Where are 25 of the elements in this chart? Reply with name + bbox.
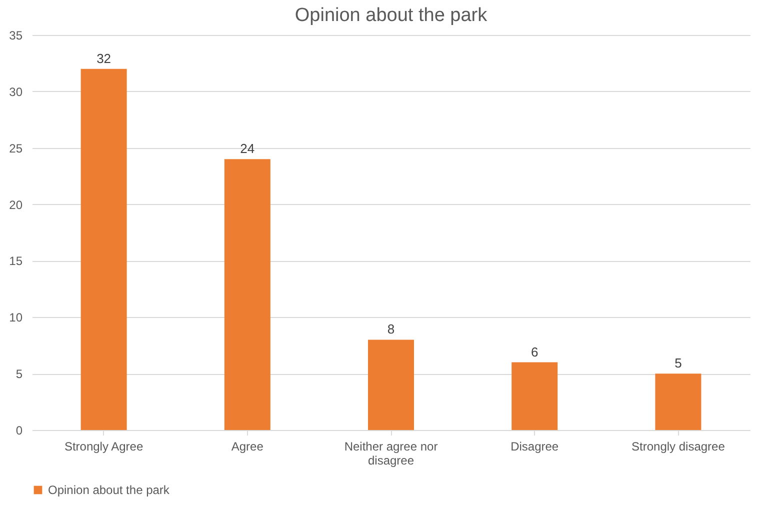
y-tick-label: 35 <box>9 28 23 42</box>
bar <box>655 374 702 430</box>
y-tick-label: 25 <box>9 141 23 156</box>
legend-label: Opinion about the park <box>48 483 170 497</box>
y-tick-label: 15 <box>9 254 23 268</box>
chart-title: Opinion about the park <box>294 5 488 26</box>
data-label: 6 <box>530 344 538 360</box>
bar <box>368 340 414 430</box>
y-tick-label: 20 <box>9 198 23 212</box>
y-tick-label: 5 <box>16 367 23 382</box>
y-tick-label: 30 <box>9 84 23 99</box>
data-label: 8 <box>387 322 395 337</box>
data-label: 32 <box>96 50 112 66</box>
x-tick-label: Neither agree nor disagree <box>344 440 438 468</box>
data-label: 24 <box>240 141 255 156</box>
y-tick-label: 10 <box>9 310 23 325</box>
x-tick-label: Strongly disagree <box>632 440 726 454</box>
x-tick-label: Disagree <box>510 440 559 454</box>
y-tick-label: 0 <box>16 424 23 438</box>
bar <box>80 68 127 430</box>
x-tick-label: Agree <box>231 440 264 454</box>
bar <box>512 362 558 430</box>
data-label: 5 <box>674 356 682 371</box>
bar <box>224 159 270 430</box>
x-tick-label: Strongly Agree <box>64 440 144 454</box>
